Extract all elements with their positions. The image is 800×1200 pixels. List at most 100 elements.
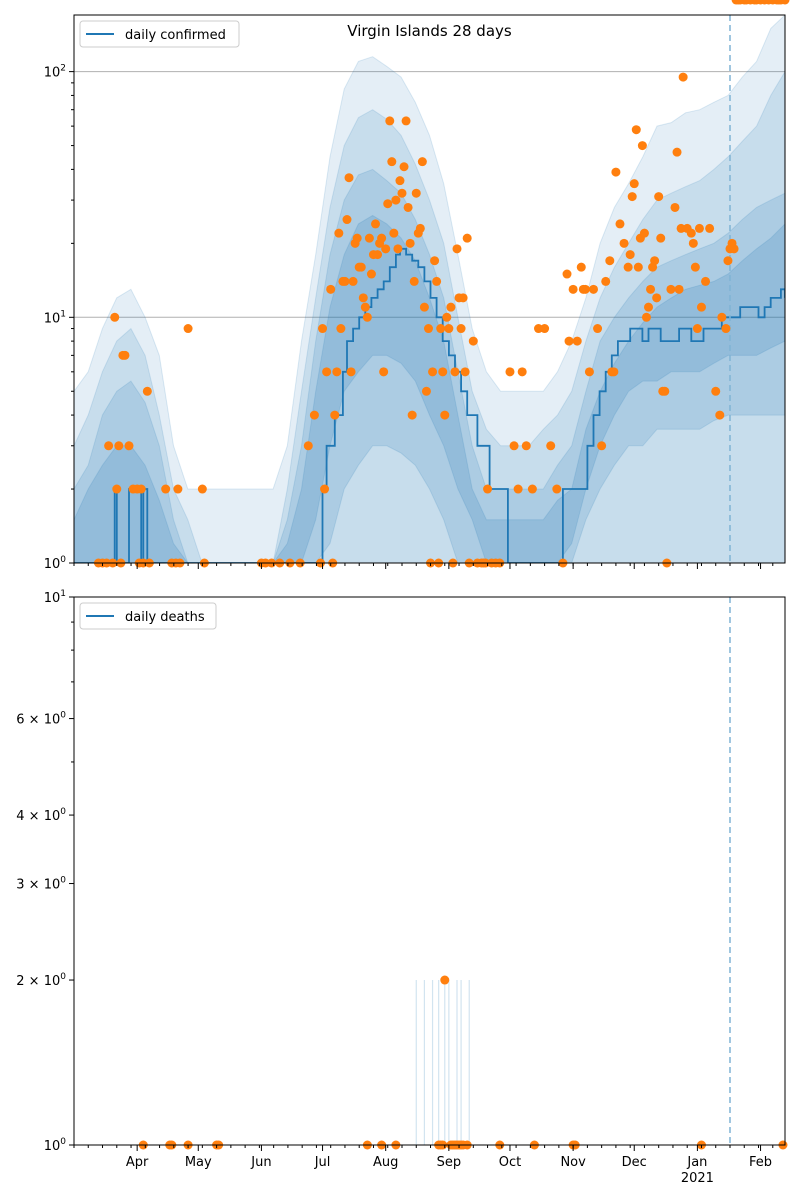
x-tick-label: Feb — [749, 1155, 772, 1170]
data-point — [562, 269, 572, 279]
x-tick-label: Jul — [314, 1155, 331, 1170]
chart-title: Virgin Islands 28 days — [347, 22, 512, 40]
data-point — [568, 284, 578, 294]
deaths-panel: 100 101 2 × 100 3 × 100 4 × 100 6 × 100 Apr May… — [16, 589, 788, 1186]
data-point — [303, 441, 313, 451]
data-point — [452, 244, 462, 254]
data-point — [644, 302, 654, 312]
data-point — [629, 179, 639, 189]
data-point — [356, 262, 366, 272]
data-point — [381, 244, 391, 254]
data-point — [696, 302, 706, 312]
data-point — [114, 441, 124, 451]
data-point — [421, 386, 431, 396]
data-point — [546, 441, 556, 451]
data-point — [428, 367, 438, 377]
data-point — [458, 293, 468, 303]
data-point — [417, 157, 427, 167]
y-tick-label: 4 × 100 — [16, 807, 66, 824]
data-point — [405, 238, 415, 248]
data-point — [401, 116, 411, 126]
data-point — [415, 223, 425, 233]
data-point — [366, 269, 376, 279]
y-tick-label: 6 × 100 — [16, 711, 66, 728]
legend: daily confirmed — [79, 20, 240, 48]
data-point — [615, 219, 625, 229]
x-tick-label: Dec — [622, 1155, 647, 1170]
data-point — [564, 336, 574, 346]
data-point — [330, 410, 340, 420]
data-point — [399, 162, 409, 172]
axes-frame — [73, 596, 786, 1146]
data-point — [641, 312, 651, 322]
data-point — [723, 256, 733, 266]
legend-label: daily confirmed — [125, 28, 226, 43]
data-point — [705, 223, 715, 233]
data-point — [701, 276, 711, 286]
y-tick-label: 101 — [44, 309, 66, 326]
data-point — [688, 238, 698, 248]
data-point — [373, 250, 383, 260]
data-point — [601, 276, 611, 286]
data-point — [540, 324, 550, 334]
data-point — [780, 0, 790, 5]
data-point — [721, 324, 731, 334]
legend-box — [79, 602, 217, 630]
data-point — [483, 484, 493, 494]
x-tick-label: Jun — [250, 1155, 271, 1170]
data-point — [385, 116, 395, 126]
data-point — [377, 233, 387, 243]
data-point — [446, 302, 456, 312]
confirmed-panel: 100 101 102 Virgin Islands 28 days daily con… — [44, 0, 790, 572]
series-line — [74, 247, 785, 563]
data-point — [161, 484, 171, 494]
data-point — [430, 256, 440, 266]
data-point — [692, 324, 702, 334]
data-point — [173, 484, 183, 494]
data-point — [358, 293, 368, 303]
data-point — [715, 410, 725, 420]
data-point — [646, 284, 656, 294]
data-point — [456, 324, 466, 334]
data-point — [690, 262, 700, 272]
data-point — [336, 324, 346, 334]
data-point — [650, 256, 660, 266]
band-middle — [74, 168, 785, 563]
y-tick-label: 100 — [44, 555, 67, 572]
data-point — [348, 276, 358, 286]
data-point — [379, 367, 389, 377]
data-point — [397, 188, 407, 198]
data-point — [393, 244, 403, 254]
data-point — [597, 441, 607, 451]
data-point — [197, 484, 207, 494]
data-point — [438, 367, 448, 377]
data-point — [729, 244, 739, 254]
data-point — [580, 284, 590, 294]
data-point — [142, 386, 152, 396]
y-tick-label: 102 — [44, 64, 66, 81]
data-point — [450, 367, 460, 377]
data-point — [672, 147, 682, 157]
data-point — [639, 228, 649, 238]
data-point — [440, 410, 450, 420]
x-tick-label: Aug — [373, 1155, 398, 1170]
data-point — [625, 250, 635, 260]
data-point — [509, 441, 519, 451]
data-point — [440, 975, 450, 985]
data-point — [584, 367, 594, 377]
data-point — [387, 157, 397, 167]
data-point — [444, 324, 454, 334]
data-point — [432, 276, 442, 286]
plot-area — [415, 597, 731, 1145]
data-point — [346, 367, 356, 377]
data-point — [711, 386, 721, 396]
data-point — [352, 233, 362, 243]
data-point — [686, 228, 696, 238]
data-point — [462, 233, 472, 243]
data-point — [371, 219, 381, 229]
data-point — [611, 167, 621, 177]
data-point — [110, 312, 120, 322]
y-tick-label: 100 — [44, 1137, 67, 1154]
data-point — [637, 141, 647, 151]
data-point — [468, 336, 478, 346]
